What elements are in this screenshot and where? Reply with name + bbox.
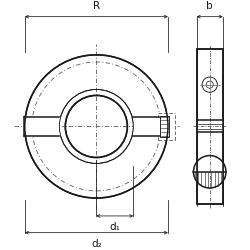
Circle shape <box>206 81 213 88</box>
Circle shape <box>202 77 217 92</box>
Text: d₂: d₂ <box>91 238 102 248</box>
Bar <box>196 120 223 132</box>
Bar <box>133 117 172 136</box>
Circle shape <box>25 55 168 198</box>
Text: b: b <box>206 1 213 11</box>
Bar <box>160 116 169 137</box>
Bar <box>196 49 223 204</box>
Text: R: R <box>93 1 100 11</box>
Bar <box>24 117 62 136</box>
Circle shape <box>194 156 226 188</box>
Text: d₁: d₁ <box>110 222 120 232</box>
Bar <box>133 112 178 141</box>
Bar <box>196 49 223 204</box>
